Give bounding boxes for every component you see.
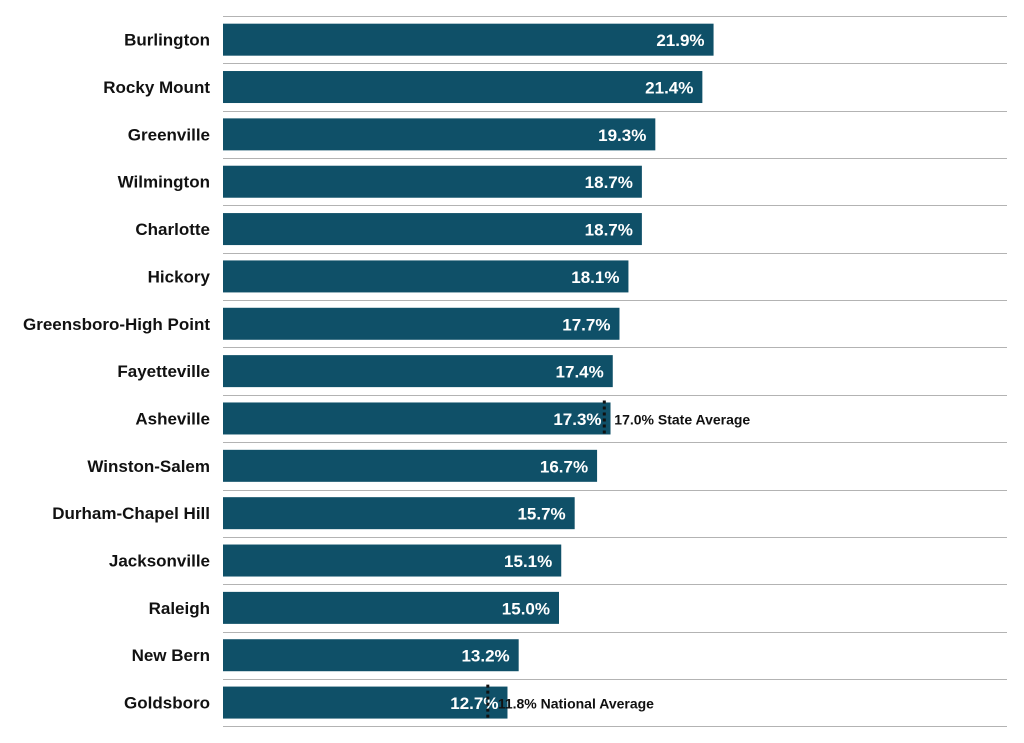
bar [223,307,620,340]
value-label: 17.4% [556,363,604,382]
category-label: Rocky Mount [103,78,210,97]
category-label: Jacksonville [109,552,210,571]
value-label: 13.2% [461,647,509,666]
value-label: 21.4% [645,79,693,98]
value-label: 15.7% [517,505,565,524]
bar [223,165,642,198]
value-label: 18.7% [585,173,633,192]
category-label: Fayetteville [117,362,210,381]
category-label: Winston-Salem [87,457,210,476]
value-label: 12.7% [450,694,498,713]
bar [223,213,642,246]
bar [223,402,611,435]
bar [223,449,598,482]
category-label: Charlotte [135,220,210,239]
category-label: Wilmington [118,173,210,192]
value-label: 19.3% [598,126,646,145]
value-label: 15.0% [502,599,550,618]
value-label: 17.3% [553,410,601,429]
bar [223,71,703,104]
reference-label: 17.0% State Average [614,411,750,427]
category-label: Goldsboro [124,694,210,713]
category-label: Greenville [128,125,210,144]
bar [223,686,508,719]
value-label: 15.1% [504,552,552,571]
value-label: 17.7% [562,315,610,334]
category-label: Hickory [148,267,211,286]
bar [223,639,519,672]
bar [223,118,656,151]
bar [223,544,562,577]
value-label: 18.1% [571,268,619,287]
bar [223,497,575,530]
bar [223,591,559,624]
bar [223,260,629,293]
category-label: Greensboro-High Point [23,315,210,334]
bar [223,23,714,56]
reference-label: 11.8% National Average [498,696,654,712]
value-label: 16.7% [540,457,588,476]
category-label: New Bern [132,646,210,665]
value-label: 18.7% [585,221,633,240]
category-label: Raleigh [149,599,210,618]
category-label: Burlington [124,31,210,50]
category-label: Asheville [135,409,210,428]
value-label: 21.9% [656,31,704,50]
bar [223,355,613,388]
category-label: Durham-Chapel Hill [52,504,210,523]
